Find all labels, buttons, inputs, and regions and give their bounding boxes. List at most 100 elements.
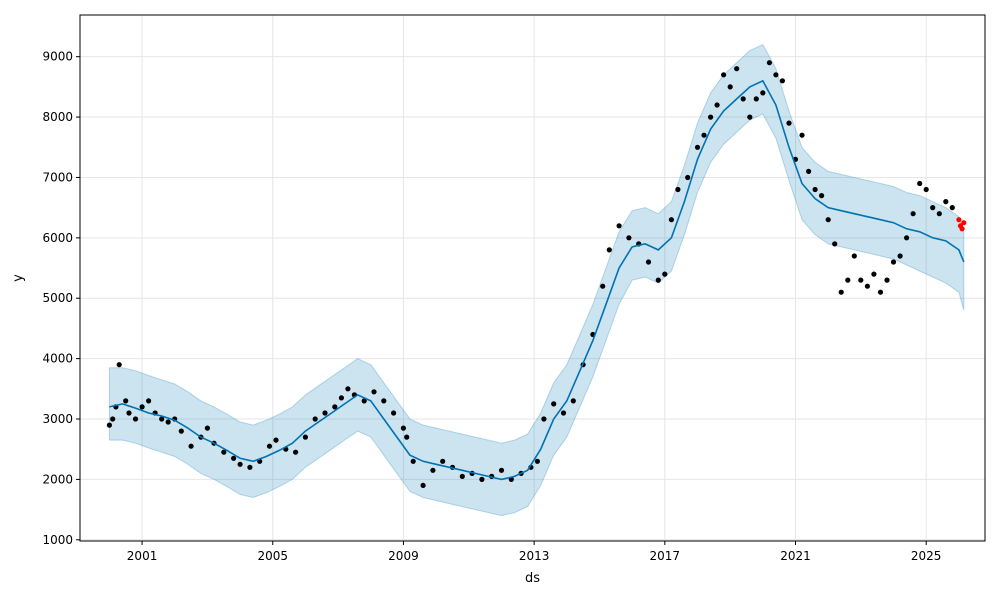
observed-point (361, 398, 367, 404)
observed-point (943, 199, 949, 205)
y-axis-label: y (11, 274, 26, 282)
observed-point (877, 289, 884, 295)
y-tick-label: 3000 (42, 412, 73, 426)
x-tick-label: 2021 (780, 549, 811, 563)
observed-point (106, 422, 112, 428)
observed-point (897, 253, 903, 259)
y-tick-label: 8000 (42, 110, 73, 124)
x-tick-label: 2013 (519, 549, 550, 563)
observed-point (345, 386, 351, 392)
uncertainty-band-group (108, 43, 965, 517)
observed-point (541, 416, 547, 422)
observed-point (247, 464, 253, 470)
future-actual-point (961, 220, 967, 226)
observed-point (685, 174, 691, 181)
observed-point (534, 458, 541, 464)
plot-frame (79, 14, 986, 542)
observed-point (178, 428, 184, 434)
x-tick-label: 2009 (388, 549, 419, 563)
observed-point (838, 289, 844, 295)
observed-point (560, 410, 567, 416)
observed-point (734, 66, 740, 72)
observed-point (132, 416, 139, 422)
observed-point (832, 241, 838, 247)
observed-point (708, 114, 714, 120)
observed-point (165, 419, 171, 425)
observed-point (845, 277, 851, 283)
observed-point (766, 60, 773, 66)
y-tick-label: 6000 (42, 231, 73, 245)
observed-point (302, 434, 308, 440)
observed-point (779, 78, 786, 84)
future-actual-group (956, 217, 967, 232)
future-actual-point (956, 217, 962, 223)
observed-point (694, 144, 701, 150)
observed-point (606, 247, 612, 253)
observed-point (420, 482, 426, 488)
uncertainty-band (108, 43, 965, 517)
observed-point (139, 404, 145, 410)
grid (80, 15, 985, 541)
forecast-line (109, 79, 965, 481)
observed-point (851, 253, 857, 259)
observed-point (760, 90, 766, 96)
observed-point (655, 277, 661, 283)
observed-point (714, 102, 720, 108)
y-tick-label: 4000 (42, 352, 73, 366)
observed-point (266, 443, 273, 449)
observed-point (727, 84, 733, 90)
observed-point (786, 120, 792, 126)
observed-point (273, 437, 279, 443)
observed-point (917, 180, 923, 187)
y-tick-label: 9000 (42, 50, 73, 64)
future-actual-point (959, 226, 965, 232)
observed-point (858, 277, 864, 283)
observed-point (806, 168, 812, 174)
x-axis-ticks: 2001 2005 2009 2013 2017 2021 2025 (127, 541, 941, 563)
observed-point (662, 271, 668, 277)
observed-point (570, 398, 576, 404)
observed-points-group (106, 60, 955, 488)
observed-point (701, 132, 707, 138)
observed-point (404, 434, 410, 440)
observed-point (498, 467, 505, 473)
observed-point (747, 114, 753, 120)
observed-point (773, 72, 779, 78)
observed-point (675, 186, 681, 193)
observed-point (479, 476, 485, 482)
observed-point (400, 425, 406, 431)
observed-point (293, 449, 299, 455)
observed-point (721, 72, 727, 78)
observed-point (799, 132, 805, 138)
observed-point (551, 401, 557, 407)
observed-point (910, 211, 916, 217)
observed-point (740, 96, 746, 102)
observed-point (923, 186, 929, 193)
x-tick-label: 2017 (650, 549, 681, 563)
y-axis-ticks: 1000 2000 3000 4000 5000 6000 7000 8000 9000 (42, 50, 80, 547)
x-tick-label: 2001 (127, 549, 158, 563)
observed-point (819, 193, 825, 199)
observed-point (616, 223, 622, 229)
observed-point (188, 443, 194, 449)
observed-point (123, 398, 129, 404)
observed-point (936, 211, 942, 217)
observed-point (237, 461, 243, 467)
observed-point (221, 449, 227, 455)
forecast-line-group (109, 79, 965, 481)
observed-point (600, 283, 606, 289)
observed-point (645, 259, 652, 265)
observed-point (459, 473, 465, 479)
observed-point (825, 217, 831, 223)
observed-point (371, 389, 377, 395)
observed-point (904, 235, 910, 241)
observed-point (110, 416, 116, 422)
observed-point (890, 259, 897, 265)
observed-point (116, 362, 122, 368)
observed-point (231, 455, 237, 461)
observed-point (884, 277, 890, 283)
observed-point (126, 410, 132, 416)
observed-point (753, 96, 759, 102)
